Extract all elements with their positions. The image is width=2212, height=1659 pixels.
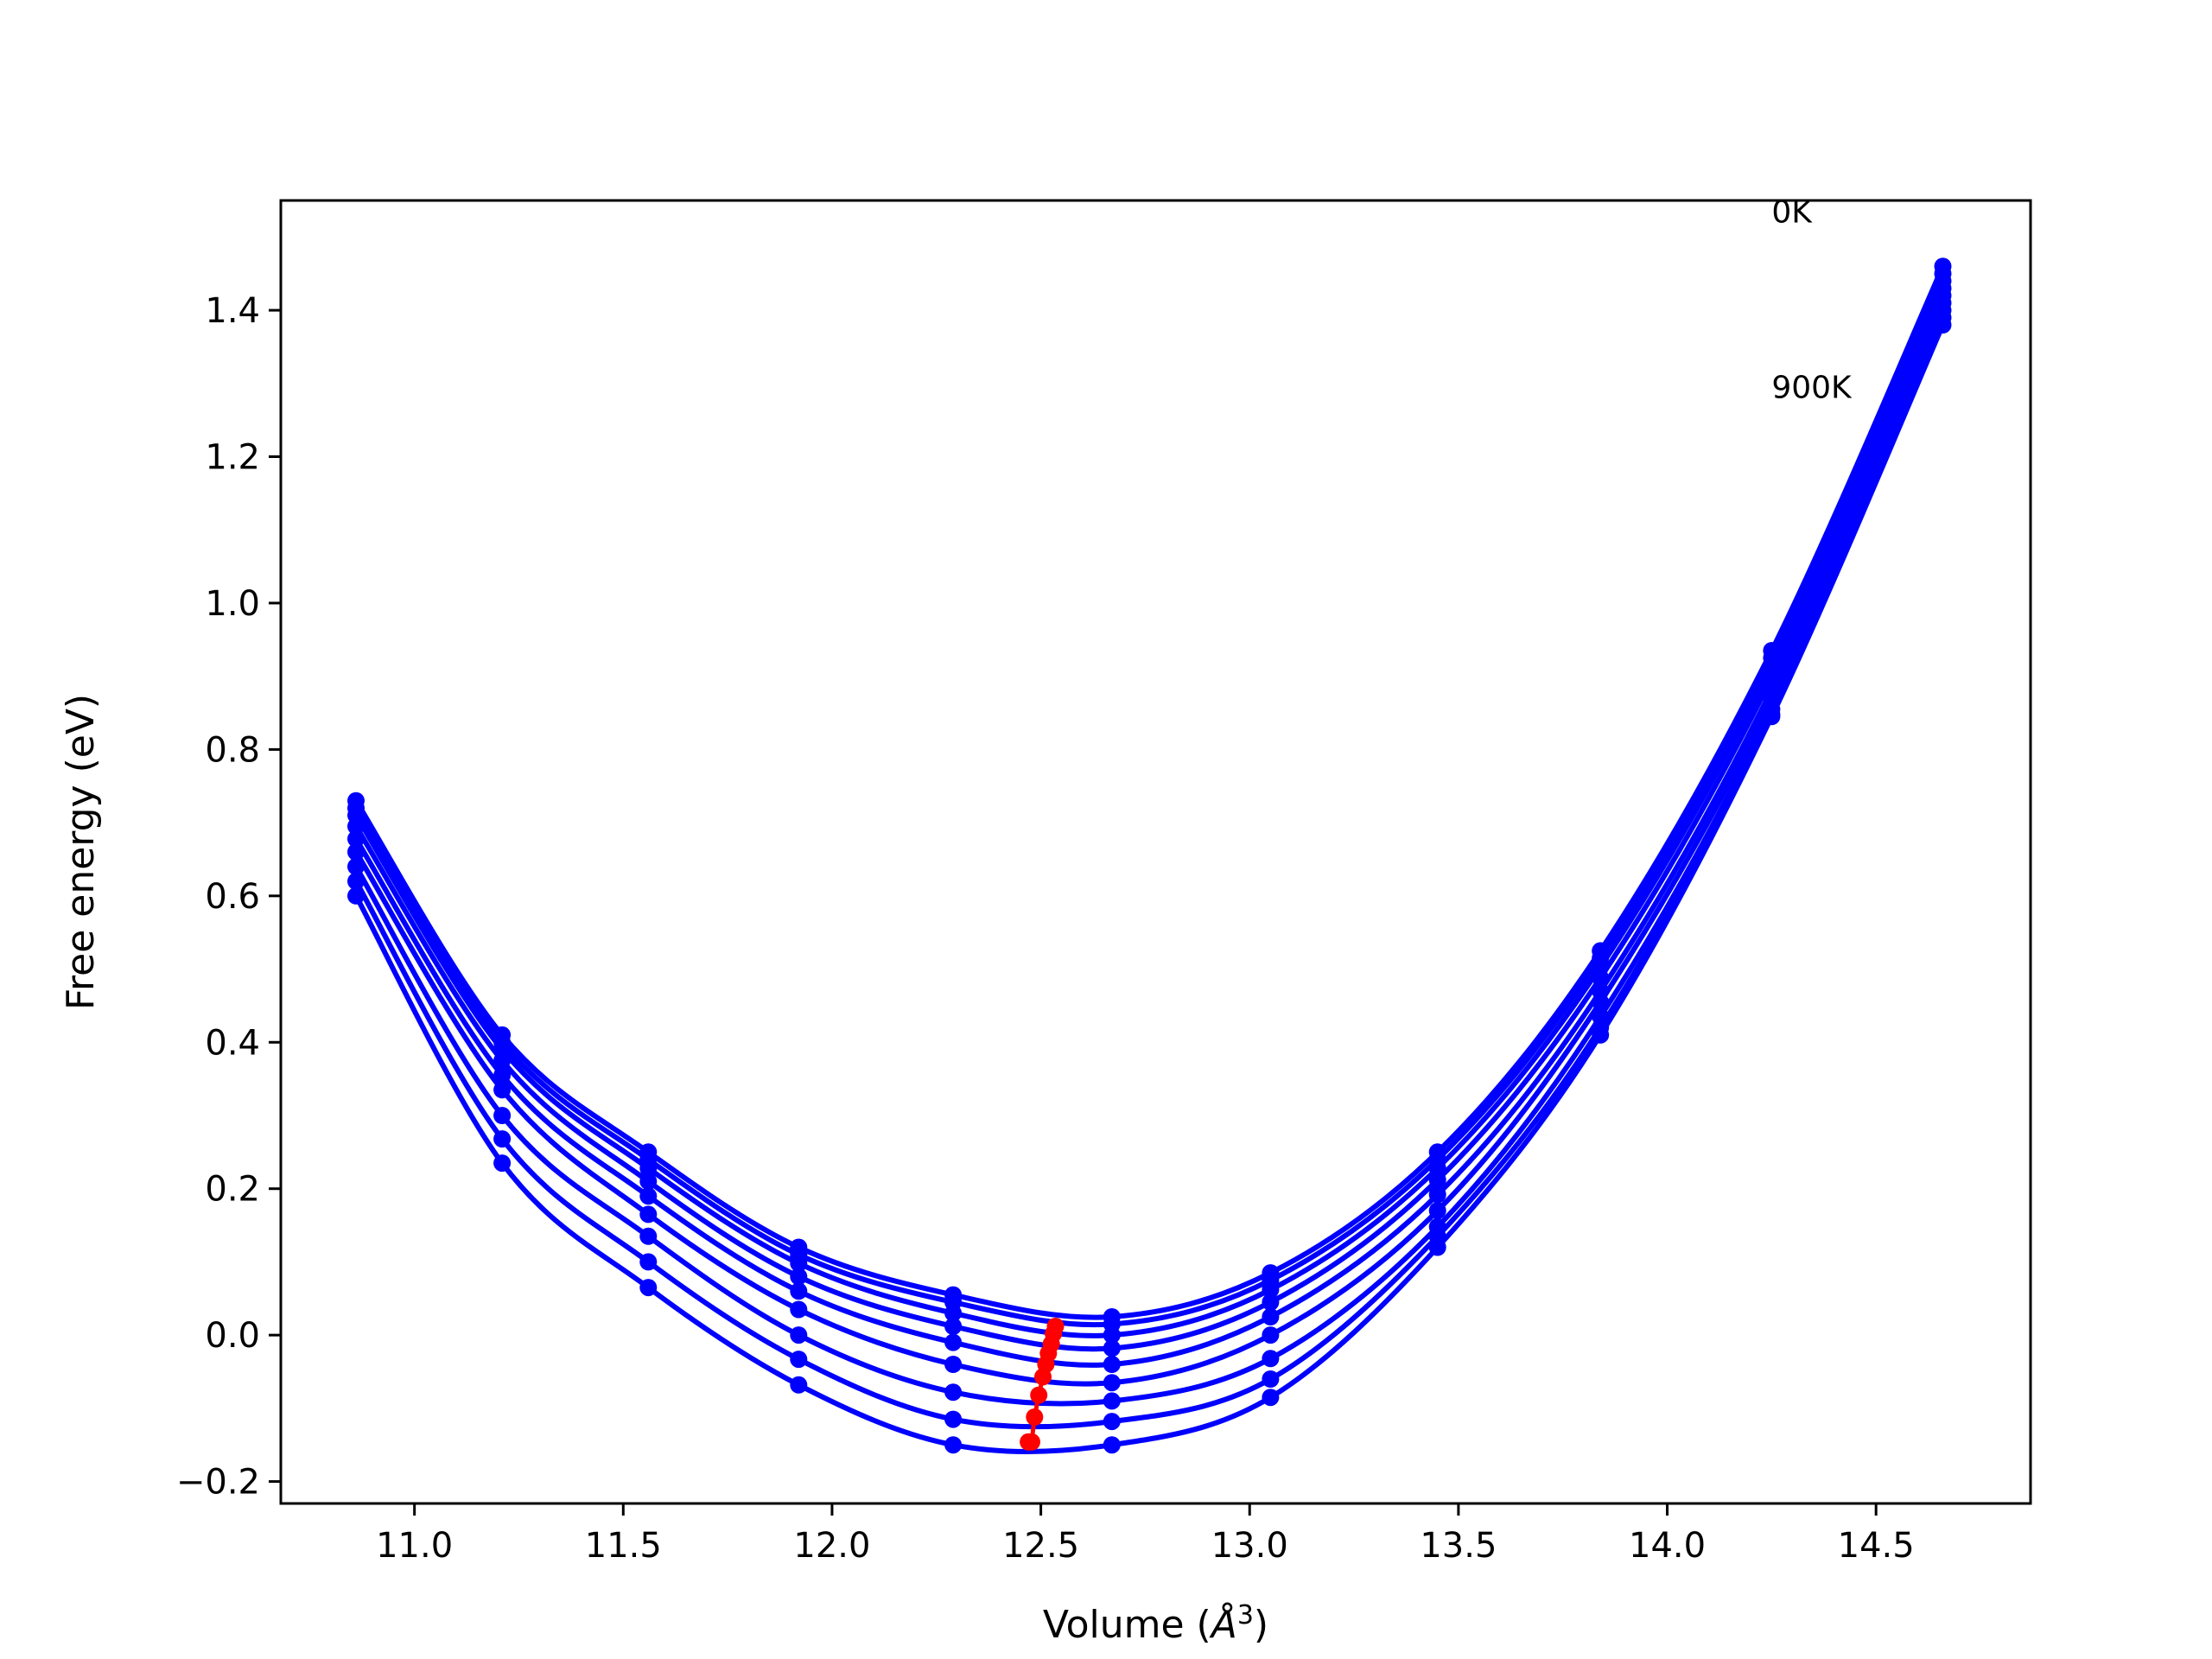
temperature-annotation: 0K — [1771, 194, 1813, 230]
data-point — [1262, 1308, 1280, 1325]
fit-curve-6 — [353, 308, 1946, 1407]
data-point — [1103, 1356, 1121, 1373]
data-point — [1592, 969, 1610, 987]
annotations: 0K 900K — [1771, 194, 1853, 405]
data-point — [1428, 1171, 1446, 1189]
y-tick-label: 1.2 — [205, 438, 260, 478]
data-point — [493, 1066, 512, 1084]
data-point — [790, 1282, 808, 1300]
data-point — [1103, 1339, 1121, 1357]
x-tick-label: 13.5 — [1420, 1526, 1497, 1566]
data-point — [639, 1205, 658, 1224]
data-point — [1428, 1185, 1446, 1204]
x-tick-label: 11.0 — [376, 1526, 453, 1566]
y-tick-label: 0.4 — [205, 1023, 260, 1063]
data-point — [1262, 1350, 1280, 1368]
data-point — [639, 1279, 658, 1297]
x-tick-label: 14.0 — [1629, 1526, 1706, 1566]
data-point — [493, 1052, 512, 1070]
data-point — [1103, 1326, 1121, 1344]
y-tick-label: 0.8 — [205, 730, 260, 770]
data-point — [347, 830, 365, 848]
data-points — [347, 257, 1952, 1454]
y-axis-ticks: −0.2 0.0 0.2 0.4 0.6 0.8 1.0 1.2 1.4 — [176, 291, 281, 1503]
data-point — [1103, 1436, 1121, 1454]
temperature-annotation: 900K — [1771, 371, 1853, 406]
data-point — [639, 1160, 658, 1177]
data-point — [1262, 1370, 1280, 1388]
y-axis-label: Free energy (eV) — [59, 694, 103, 1010]
data-point — [944, 1383, 963, 1402]
data-point — [493, 1107, 512, 1124]
data-point — [347, 887, 365, 905]
data-point — [347, 843, 365, 861]
data-point — [1103, 1374, 1121, 1392]
data-point — [944, 1410, 963, 1428]
data-point — [1103, 1413, 1121, 1431]
data-point — [790, 1300, 808, 1319]
data-point — [944, 1436, 963, 1454]
data-point — [790, 1351, 808, 1369]
data-point — [639, 1227, 658, 1245]
plot-frame — [279, 199, 2032, 1505]
data-point — [1763, 708, 1781, 726]
data-point — [944, 1333, 963, 1351]
x-axis-ticks: 11.0 11.5 12.0 12.5 13.0 13.5 14.0 14.5 — [376, 1503, 1915, 1566]
data-point — [1262, 1389, 1280, 1407]
fit-curve-1 — [353, 272, 1946, 1328]
y-tick-label: 0.0 — [205, 1316, 260, 1356]
x-tick-label: 11.5 — [585, 1526, 662, 1566]
data-point — [1262, 1326, 1280, 1344]
data-point — [790, 1255, 808, 1273]
fit-curve-0 — [353, 264, 1946, 1320]
fit-curve-4 — [353, 294, 1946, 1368]
data-point — [493, 1081, 512, 1099]
minimum-points — [1020, 1318, 1065, 1451]
y-tick-label: 1.4 — [205, 291, 260, 331]
x-tick-label: 12.0 — [793, 1526, 870, 1566]
data-point — [944, 1318, 963, 1335]
data-point — [944, 1356, 963, 1373]
data-point — [1428, 1238, 1446, 1256]
minimum-point — [1020, 1433, 1038, 1451]
x-tick-label: 13.0 — [1211, 1526, 1288, 1566]
minimum-point — [1034, 1368, 1052, 1386]
fit-curve-8 — [353, 323, 1946, 1454]
fit-curves — [353, 264, 1946, 1454]
data-point — [1592, 993, 1610, 1011]
data-point — [790, 1326, 808, 1344]
y-tick-label: 0.2 — [205, 1170, 260, 1210]
data-point — [1934, 316, 1952, 334]
y-tick-label: 0.6 — [205, 877, 260, 917]
data-point — [347, 817, 365, 836]
fit-curve-3 — [353, 287, 1946, 1352]
data-point — [1103, 1392, 1121, 1410]
data-point — [1262, 1281, 1280, 1299]
fit-curve-7 — [353, 316, 1946, 1430]
data-point — [1428, 1202, 1446, 1220]
data-point — [639, 1187, 658, 1205]
fit-curve-5 — [353, 302, 1946, 1387]
fit-curve-2 — [353, 279, 1946, 1338]
data-point — [493, 1130, 512, 1148]
x-axis-label: Volume (Å3) — [1043, 1600, 1268, 1647]
data-point — [944, 1304, 963, 1322]
data-point — [790, 1268, 808, 1286]
y-tick-label: −0.2 — [176, 1463, 260, 1503]
x-tick-label: 14.5 — [1838, 1526, 1915, 1566]
data-point — [639, 1173, 658, 1191]
data-point — [639, 1253, 658, 1271]
data-point — [347, 872, 365, 890]
y-tick-label: 1.0 — [205, 584, 260, 624]
minimum-point — [1030, 1386, 1048, 1404]
data-point — [1592, 1026, 1610, 1044]
data-point — [790, 1376, 808, 1394]
data-point — [1262, 1294, 1280, 1311]
x-tick-label: 12.5 — [1002, 1526, 1079, 1566]
data-point — [493, 1154, 512, 1173]
minimum-point — [1026, 1408, 1044, 1426]
data-point — [347, 857, 365, 875]
